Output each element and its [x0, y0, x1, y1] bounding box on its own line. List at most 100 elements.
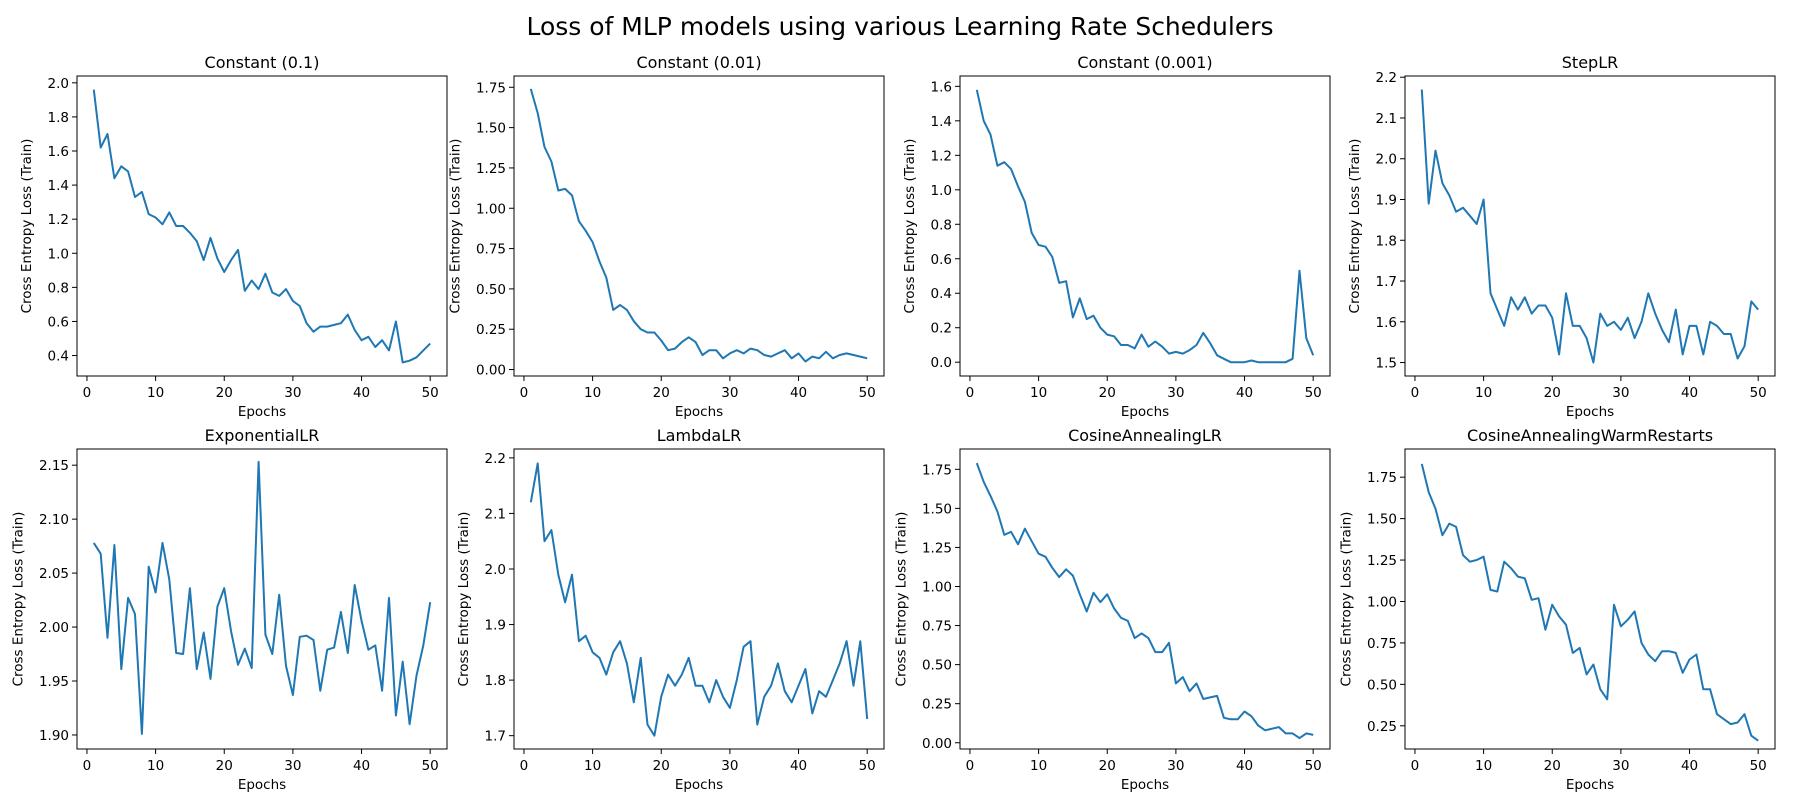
y-tick-label: 0.4 — [931, 286, 952, 302]
y-tick-label: 1.7 — [485, 729, 506, 745]
x-tick-label: 30 — [1167, 385, 1184, 401]
x-tick-label: 50 — [1305, 385, 1322, 401]
y-tick-label: 1.9 — [1376, 193, 1397, 209]
x-tick-label: 40 — [790, 758, 807, 774]
x-tick-label: 40 — [353, 758, 370, 774]
x-tick-label: 50 — [1750, 758, 1767, 774]
loss-curve — [975, 462, 1314, 740]
subplot-title: LambdaLR — [657, 426, 741, 445]
loss-curve — [529, 88, 868, 363]
y-tick-label: 2.0 — [485, 562, 506, 578]
y-axis-label: Cross Entropy Loss (Train) — [894, 512, 910, 687]
y-tick-label: 2.00 — [39, 620, 69, 636]
x-tick-label: 50 — [859, 385, 876, 401]
y-axis-label: Cross Entropy Loss (Train) — [456, 512, 472, 687]
y-tick-label: 1.90 — [39, 728, 69, 744]
loss-curve — [92, 89, 431, 364]
subplot-3: 0 10 20 30 40 50 0.0 0.2 0.4 0.6 0.8 1.0 1.2 1.4 1.6 Co… — [902, 53, 1331, 420]
y-tick-label: 1.25 — [1367, 553, 1397, 569]
x-tick-label: 50 — [1750, 385, 1767, 401]
y-tick-label: 1.00 — [476, 201, 506, 217]
y-tick-label: 0.0 — [931, 355, 952, 371]
y-tick-label: 1.6 — [48, 144, 69, 160]
y-tick-label: 1.00 — [1367, 594, 1397, 610]
x-tick-label: 40 — [353, 385, 370, 401]
y-tick-label: 2.0 — [1376, 152, 1397, 168]
x-tick-label: 0 — [520, 385, 529, 401]
x-axis-label: Epochs — [1566, 404, 1614, 420]
y-tick-label: 1.75 — [476, 80, 506, 96]
x-tick-label: 20 — [1099, 385, 1116, 401]
y-tick-label: 1.0 — [48, 246, 69, 262]
y-tick-label: 1.5 — [1376, 356, 1397, 372]
y-tick-label: 0.6 — [931, 252, 952, 268]
x-tick-label: 10 — [584, 385, 601, 401]
y-tick-label: 0.25 — [922, 697, 952, 713]
x-axis-label: Epochs — [675, 777, 723, 793]
subplot-title: Constant (0.01) — [636, 53, 761, 72]
x-tick-label: 10 — [147, 758, 164, 774]
x-tick-label: 10 — [1030, 758, 1047, 774]
y-tick-label: 0.8 — [48, 280, 69, 296]
y-tick-label: 0.50 — [476, 282, 506, 298]
y-tick-label: 0.75 — [922, 619, 952, 635]
x-axis-label: Epochs — [1566, 777, 1614, 793]
y-tick-label: 1.6 — [931, 79, 952, 95]
subplot-7: 0 10 20 30 40 50 0.00 0.25 0.50 0.75 1.00 1.25 1.50 1… — [894, 426, 1331, 793]
x-tick-label: 30 — [284, 758, 301, 774]
x-tick-label: 20 — [653, 385, 670, 401]
y-axis-label: Cross Entropy Loss (Train) — [902, 139, 918, 314]
x-tick-label: 50 — [1305, 758, 1322, 774]
y-tick-label: 1.75 — [922, 462, 952, 478]
y-tick-label: 2.15 — [39, 458, 69, 474]
x-tick-label: 20 — [1099, 758, 1116, 774]
y-tick-label: 2.1 — [1376, 111, 1397, 127]
y-tick-label: 1.4 — [48, 178, 69, 194]
loss-curve — [975, 89, 1315, 364]
y-tick-label: 1.00 — [922, 580, 952, 596]
x-tick-label: 30 — [721, 758, 738, 774]
y-tick-label: 2.2 — [485, 451, 506, 467]
x-axis-label: Epochs — [238, 777, 286, 793]
axes-frame — [513, 448, 885, 750]
y-tick-label: 2.10 — [39, 512, 69, 528]
loss-curve — [529, 462, 869, 737]
x-tick-label: 0 — [520, 758, 529, 774]
y-tick-label: 0.50 — [922, 658, 952, 674]
y-tick-label: 1.25 — [922, 540, 952, 556]
x-tick-label: 30 — [1612, 385, 1629, 401]
x-tick-label: 0 — [966, 758, 975, 774]
y-tick-label: 1.0 — [931, 183, 952, 199]
subplot-title: CosineAnnealingWarmRestarts — [1467, 426, 1713, 445]
axes-frame — [959, 75, 1331, 377]
y-tick-label: 1.25 — [476, 161, 506, 177]
y-tick-label: 1.8 — [48, 110, 69, 126]
x-tick-label: 50 — [859, 758, 876, 774]
x-axis-label: Epochs — [675, 404, 723, 420]
x-tick-label: 10 — [147, 385, 164, 401]
y-tick-label: 0.6 — [48, 314, 69, 330]
x-tick-label: 50 — [422, 385, 439, 401]
figure-title: Loss of MLP models using various Learnin… — [526, 12, 1273, 41]
y-axis-label: Cross Entropy Loss (Train) — [448, 139, 464, 314]
loss-curve — [1420, 463, 1759, 742]
subplot-grid: 0 10 20 30 40 50 0.4 0.6 0.8 1.0 1.2 1.4 1.6 1.8 2.0 Co… — [11, 53, 1776, 793]
y-tick-label: 0.50 — [1367, 677, 1397, 693]
x-tick-label: 10 — [1475, 385, 1492, 401]
loss-curve — [92, 460, 432, 735]
y-tick-label: 1.9 — [485, 618, 506, 634]
y-axis-label: Cross Entropy Loss (Train) — [1339, 512, 1355, 687]
y-axis-label: Cross Entropy Loss (Train) — [19, 139, 35, 314]
y-tick-label: 1.75 — [1367, 470, 1397, 486]
x-tick-label: 0 — [1411, 385, 1420, 401]
x-tick-label: 10 — [584, 758, 601, 774]
y-axis-label: Cross Entropy Loss (Train) — [1347, 139, 1363, 314]
y-tick-label: 2.0 — [48, 76, 69, 92]
axes-frame — [959, 448, 1331, 750]
y-tick-label: 0.2 — [931, 321, 952, 337]
x-tick-label: 0 — [1411, 758, 1420, 774]
subplot-1: 0 10 20 30 40 50 0.4 0.6 0.8 1.0 1.2 1.4 1.6 1.8 2.0 Co… — [19, 53, 448, 420]
loss-curve — [1420, 89, 1759, 364]
y-tick-label: 2.05 — [39, 566, 69, 582]
